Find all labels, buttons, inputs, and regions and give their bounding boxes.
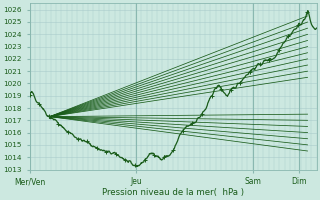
X-axis label: Pression niveau de la mer(  hPa ): Pression niveau de la mer( hPa )	[102, 188, 244, 197]
